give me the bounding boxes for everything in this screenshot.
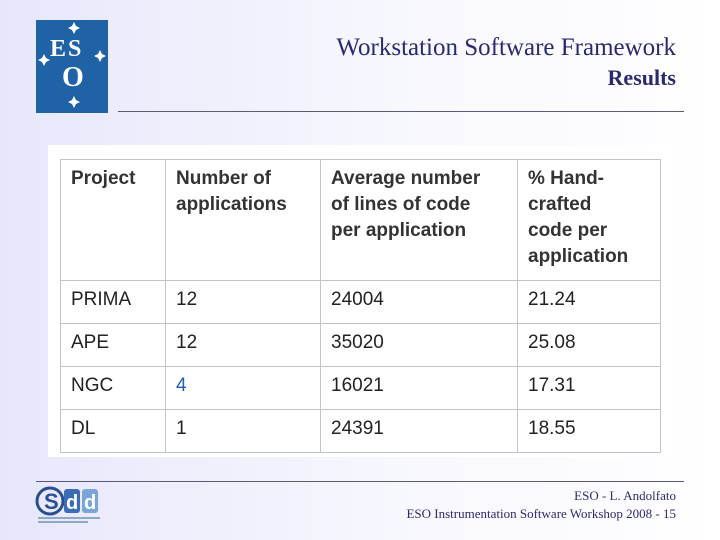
header-cell-lines: Average number of lines of code per appl… — [320, 159, 518, 281]
header-text: Average number — [331, 168, 481, 189]
header-text: per application — [331, 220, 467, 241]
cell-lines: 24004 — [320, 280, 518, 324]
table-row: PRIMA 12 24004 21.24 — [60, 280, 661, 324]
table-row: DL 1 24391 18.55 — [60, 409, 661, 453]
header-cell-project: Project — [60, 159, 166, 281]
footer-event: ESO Instrumentation Software Workshop 20… — [406, 506, 676, 521]
header-text: % Hand- — [528, 168, 604, 189]
table-panel: Project Number of applications Average n… — [48, 145, 672, 457]
svg-text:S: S — [44, 489, 59, 514]
footer-author: ESO - L. Andolfato — [574, 488, 676, 503]
header-text: of lines of code — [331, 194, 471, 215]
svg-text:O: O — [62, 62, 84, 93]
header-text: crafted — [528, 194, 592, 215]
header-divider — [118, 111, 684, 112]
footer: ESO - L. Andolfato ESO Instrumentation S… — [406, 487, 676, 523]
cell-lines: 16021 — [320, 366, 518, 410]
header-text: application — [528, 246, 629, 267]
cell-handcrafted: 17.31 — [517, 366, 661, 410]
cell-handcrafted: 18.55 — [517, 409, 661, 453]
cell-handcrafted: 21.24 — [517, 280, 661, 324]
cell-project: DL — [60, 409, 166, 453]
header-text: Project — [71, 168, 136, 189]
slide-subtitle: Results — [607, 65, 676, 90]
svg-text:d: d — [66, 492, 78, 514]
table-row: APE 12 35020 25.08 — [60, 323, 661, 367]
cell-project: APE — [60, 323, 166, 367]
header-cell-handcrafted: % Hand- crafted code per application — [517, 159, 661, 281]
header-text: Number of — [176, 168, 271, 189]
header-text: code per — [528, 220, 608, 241]
slide-header: Workstation Software Framework Results — [336, 33, 676, 93]
cell-applications: 1 — [165, 409, 321, 453]
slide-title: Workstation Software Framework — [336, 34, 676, 61]
svg-text:E: E — [50, 36, 66, 62]
header-cell-applications: Number of applications — [165, 159, 321, 281]
cell-lines: 24391 — [320, 409, 518, 453]
eso-logo-graphic: E S O — [38, 22, 106, 108]
eso-logo: E S O — [36, 20, 108, 113]
cell-project: NGC — [60, 366, 166, 410]
footer-divider — [36, 481, 684, 482]
cell-applications: 12 — [165, 323, 321, 367]
sdd-logo-graphic: S d d — [35, 486, 100, 523]
cell-project: PRIMA — [60, 280, 166, 324]
table-header-row: Project Number of applications Average n… — [60, 159, 661, 281]
header-text: applications — [176, 194, 287, 215]
table-row: NGC 4 16021 17.31 — [60, 366, 661, 410]
svg-text:S: S — [68, 36, 81, 62]
cell-handcrafted: 25.08 — [517, 323, 661, 367]
sdd-logo: S d d — [34, 483, 104, 525]
svg-text:d: d — [84, 492, 96, 514]
cell-lines: 35020 — [320, 323, 518, 367]
cell-applications: 4 — [165, 366, 321, 410]
cell-applications: 12 — [165, 280, 321, 324]
results-table: Project Number of applications Average n… — [60, 159, 661, 453]
